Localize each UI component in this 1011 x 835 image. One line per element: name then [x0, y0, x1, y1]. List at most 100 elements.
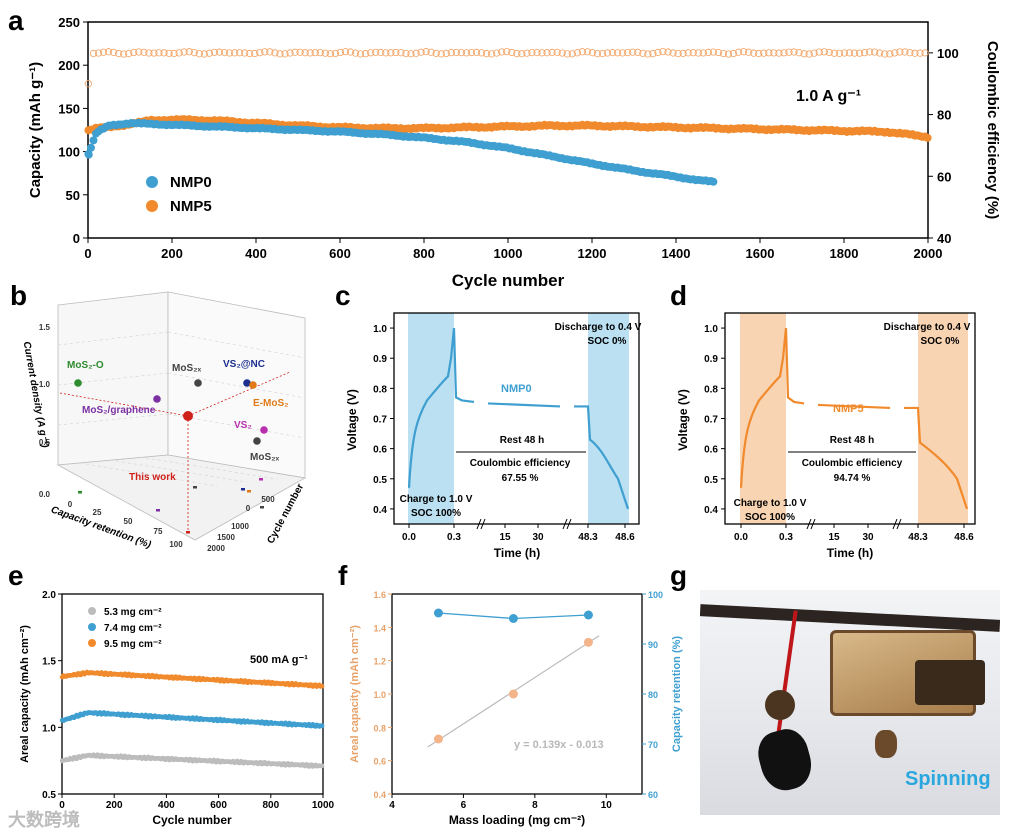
panel-d-chart: 0.40.50.60.70.80.91.00.0 0.3 15 30 48.3 48.6 … [676, 312, 976, 560]
ce-marker [296, 48, 304, 56]
floor-plane [56, 454, 307, 541]
ce-marker [225, 49, 234, 57]
ce-marker [523, 49, 531, 57]
point-marker [249, 381, 257, 389]
x-axis-label: Cycle number [152, 813, 232, 827]
floor-shadow [259, 478, 263, 481]
ce-marker [472, 48, 481, 57]
x-tick-label: 30 [532, 532, 544, 543]
ce-marker [629, 48, 637, 56]
fit-equation: y = 0.139x - 0.013 [514, 739, 604, 751]
ce-marker [477, 49, 486, 57]
ce-marker [664, 48, 672, 56]
ce-marker [881, 50, 889, 58]
ce-marker [135, 48, 143, 56]
ce-marker [341, 48, 350, 56]
ce-marker [210, 48, 219, 56]
nmp0-point [84, 150, 93, 159]
axis-break [806, 518, 812, 530]
ce-marker [689, 49, 697, 57]
nmp0-point [709, 177, 718, 186]
ce-marker [462, 49, 471, 57]
ce-marker [246, 49, 254, 58]
y-tick-label: 0.4 [373, 505, 387, 516]
ce-marker [866, 48, 874, 56]
ce-marker [94, 49, 103, 57]
panel-label-b: b [10, 280, 27, 311]
airplane-wheel [765, 690, 795, 720]
ce-marker [765, 49, 773, 57]
ce-marker [906, 49, 914, 57]
y-axis-label: Capacity (mAh g⁻¹) [27, 62, 44, 198]
panel-label-c: c [335, 280, 351, 311]
ce-marker [170, 49, 178, 58]
ce-marker [573, 49, 581, 57]
legend-label-nmp5: NMP5 [170, 198, 212, 215]
y-tick-label: 1.4 [373, 623, 386, 633]
panel-label-g: g [670, 560, 687, 591]
ce-marker [871, 48, 879, 56]
legend-label: 7.4 mg cm⁻² [104, 623, 162, 634]
ce-marker [598, 49, 607, 58]
ce-marker [175, 49, 183, 57]
ce-marker [281, 50, 289, 58]
y2-tick-label: 100 [937, 46, 959, 61]
panel-a-chart: 0 200 400 600 800 1000 1200 1400 1600 1800 2000 0 50… [27, 15, 1001, 290]
ce-marker [614, 49, 622, 57]
panel-label-e: e [8, 560, 24, 591]
ce-marker [155, 49, 163, 57]
panel-f-chart: 4 6 8 10 0.4 0.6 0.8 1.0 1.2 1.4 1.6 60 70 80 90 100 y … [349, 590, 683, 827]
ce-marker [397, 49, 405, 57]
ce-marker [684, 49, 692, 57]
x-tick-label: 200 [106, 800, 123, 811]
ce-marker [855, 49, 864, 57]
ce-marker [659, 48, 667, 56]
x-tick-label: 2000 [914, 246, 943, 261]
panel-c-chart: 0.40.50.60.70.80.91.00.0 0.3 15 30 48.3 48.6 … [345, 312, 642, 560]
ce-marker [714, 48, 723, 57]
ce-marker [608, 49, 617, 57]
ce-marker [256, 49, 264, 57]
ce-marker [815, 48, 823, 56]
ce-marker [402, 49, 410, 58]
y-axis-label: Areal capacity (mAh cm⁻²) [19, 625, 31, 763]
point-marker [260, 426, 268, 434]
ce-marker [301, 49, 309, 57]
ce-marker [482, 50, 491, 58]
ce-marker [412, 49, 420, 57]
ce-marker [205, 49, 213, 57]
ce-marker [850, 49, 859, 57]
ce-marker [619, 49, 627, 57]
y-axis-label: Voltage (V) [345, 389, 359, 451]
ce-marker [215, 48, 224, 56]
ce-marker [835, 49, 843, 57]
y2-tick-label: 60 [648, 790, 658, 800]
ce-marker [311, 49, 319, 57]
ce-marker [558, 49, 566, 57]
y2-tick-label: 40 [937, 231, 951, 246]
depth-tick-label: 1000 [231, 522, 249, 531]
ce-marker [800, 50, 808, 58]
z-tick-label: 0.0 [39, 490, 51, 499]
y-tick-label: 200 [58, 58, 80, 73]
ce-marker [775, 49, 783, 57]
ce-marker [911, 49, 919, 57]
x-axis-label: Mass loading (mg cm⁻²) [449, 813, 585, 827]
floor-shadow [241, 488, 245, 491]
charge-shade [740, 313, 786, 524]
y2-tick-label: 80 [648, 690, 658, 700]
axis-break [892, 518, 898, 530]
nmp0-point [86, 143, 95, 152]
ce-marker [593, 50, 602, 58]
ce-marker [729, 49, 738, 58]
z-tick-label: 1.5 [39, 323, 51, 332]
depth-tick-label: 1500 [217, 533, 235, 542]
ce-marker [724, 50, 733, 58]
y2-axis-label: Capacity retention (%) [671, 636, 683, 752]
ce-marker [321, 49, 329, 57]
x-tick-label: 200 [161, 246, 183, 261]
ce-marker [825, 48, 833, 57]
legend-label: 5.3 mg cm⁻² [104, 607, 162, 618]
x-tick-label: 0.3 [447, 532, 461, 543]
ce-marker [230, 49, 239, 57]
